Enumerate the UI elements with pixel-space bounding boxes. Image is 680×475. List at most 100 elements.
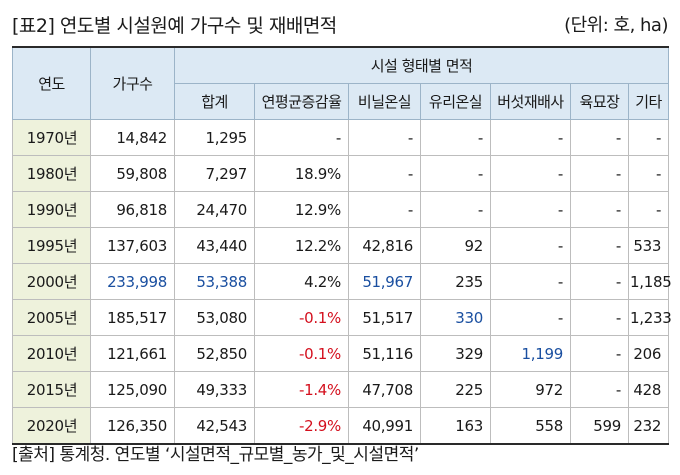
cell-mushroom: 972 (490, 371, 571, 408)
table-row: 1980년 59,808 7,297 18.9% - - - - - (12, 155, 670, 192)
table-row: 1970년 14,842 1,295- - - - - - (12, 119, 670, 156)
cell-vinyl: 51,116 (348, 335, 421, 372)
cell-seedling: 599 (570, 407, 629, 445)
cell-other: 1,185 (627, 263, 672, 300)
header-row-sub: 합계 연평균증감율 비닐온실 유리온실 버섯재배사 육묘장 기타 (13, 83, 670, 120)
table-title: [표2] 연도별 시설원예 가구수 및 재배면적 (12, 14, 337, 37)
cell-glass: 329 (420, 335, 491, 372)
cell-vinyl: - (348, 191, 421, 228)
table-row: 2000년 233,998 53,388 4.2% 51,967 235- -1,185 (12, 263, 672, 300)
cell-total: 49,333 (174, 371, 255, 408)
cell-mushroom: - (490, 227, 571, 264)
cell-total: 43,440 (174, 227, 255, 264)
header-other: 기타 (627, 83, 670, 120)
cell-rate: -1.4% (254, 371, 349, 408)
cell-rate: 12.9% (254, 191, 349, 228)
cell-rate: - (254, 119, 349, 156)
cell-rate: -0.1% (254, 335, 349, 372)
cell-rate: 4.2% (254, 263, 349, 300)
cell-seedling: - (570, 191, 629, 228)
cell-mushroom: - (490, 119, 571, 156)
cell-glass: - (420, 191, 491, 228)
cell-glass: - (420, 155, 491, 192)
table-row: 2005년 185,517 53,080 -0.1% 51,517 330- -1,233 (12, 299, 672, 336)
table-row: 1995년 137,603 43,440 12.2% 42,816 92- -533 (12, 227, 670, 264)
cell-mushroom: - (490, 263, 571, 300)
cell-households: 14,842 (90, 119, 175, 156)
cell-vinyl: 42,816 (348, 227, 421, 264)
header-total: 합계 (174, 83, 255, 120)
cell-year: 2010년 (12, 335, 91, 372)
cell-total: 7,297 (174, 155, 255, 192)
header-seedling: 육묘장 (570, 83, 629, 120)
cell-year: 2000년 (12, 263, 91, 300)
cell-other: 1,233 (627, 299, 672, 336)
cell-rate: 12.2% (254, 227, 349, 264)
cell-vinyl: - (348, 155, 421, 192)
table-row: 2020년 126,350 42,543 -2.9% 40,991 163 558 599 23… (12, 407, 670, 445)
cell-rate: -2.9% (254, 407, 349, 445)
header-row-group: 연도 가구수 시설 형태별 면적 (12, 46, 670, 120)
cell-seedling: - (570, 227, 629, 264)
cell-mushroom: 558 (490, 407, 571, 445)
cell-seedling: - (570, 263, 629, 300)
cell-households: 125,090 (90, 371, 175, 408)
cell-mushroom: - (490, 191, 571, 228)
table-row: 1990년 96,818 24,470 12.9% - - - - - (12, 191, 670, 228)
header-households: 가구수 (90, 46, 175, 120)
cell-year: 2020년 (12, 407, 91, 445)
cell-vinyl: 47,708 (348, 371, 421, 408)
cell-households: 126,350 (90, 407, 175, 445)
cell-households: 121,661 (90, 335, 175, 372)
cell-households: 137,603 (90, 227, 175, 264)
cell-rate: 18.9% (254, 155, 349, 192)
cell-vinyl: 51,517 (348, 299, 421, 336)
cell-total: 1,295 (174, 119, 255, 156)
cell-seedling: - (570, 299, 629, 336)
cell-seedling: - (570, 335, 629, 372)
cell-total: 24,470 (174, 191, 255, 228)
cell-other: - (627, 155, 670, 192)
header-year: 연도 (12, 46, 91, 120)
table-body: 1970년 14,842 1,295- - - - - -1980년 59,808 7,297 18… (12, 119, 672, 445)
header-rate: 연평균증감율 (254, 83, 349, 120)
cell-glass: 92 (420, 227, 491, 264)
cell-households: 96,818 (90, 191, 175, 228)
cell-year: 1995년 (12, 227, 91, 264)
cell-seedling: - (570, 119, 629, 156)
title-row: [표2] 연도별 시설원예 가구수 및 재배면적 (단위: 호, ha) (12, 8, 668, 40)
cell-mushroom: 1,199 (490, 335, 571, 372)
cell-glass: 163 (420, 407, 491, 445)
cell-glass: 225 (420, 371, 491, 408)
table-row: 2015년 125,090 49,333 -1.4% 47,708 225 972-428 (12, 371, 670, 408)
cell-year: 2005년 (12, 299, 91, 336)
cell-households: 59,808 (90, 155, 175, 192)
data-table: 연도 가구수 시설 형태별 면적 합계 연평균증감율 비닐온실 유리온실 버섯재… (12, 46, 672, 445)
cell-glass: 330 (420, 299, 491, 336)
cell-vinyl: 51,967 (348, 263, 421, 300)
source-note: [출처] 통계청. 연도별 ‘시설면적_규모별_농가_및_시설면적’ (12, 445, 419, 465)
cell-year: 1980년 (12, 155, 91, 192)
cell-total: 52,850 (174, 335, 255, 372)
cell-vinyl: - (348, 119, 421, 156)
cell-other: 206 (627, 335, 670, 372)
cell-total: 53,080 (174, 299, 255, 336)
cell-year: 2015년 (12, 371, 91, 408)
cell-glass: 235 (420, 263, 491, 300)
cell-seedling: - (570, 155, 629, 192)
cell-rate: -0.1% (254, 299, 349, 336)
cell-other: 428 (627, 371, 670, 408)
cell-mushroom: - (490, 155, 571, 192)
cell-total: 42,543 (174, 407, 255, 445)
table-row: 2010년 121,661 52,850 -0.1% 51,116 329 1,199-20… (12, 335, 670, 372)
cell-mushroom: - (490, 299, 571, 336)
cell-year: 1970년 (12, 119, 91, 156)
cell-other: - (627, 119, 670, 156)
cell-glass: - (420, 119, 491, 156)
cell-total: 53,388 (174, 263, 255, 300)
header-glass: 유리온실 (420, 83, 491, 120)
cell-households: 233,998 (90, 263, 175, 300)
cell-seedling: - (570, 371, 629, 408)
cell-other: 232 (627, 407, 670, 445)
header-vinyl: 비닐온실 (348, 83, 421, 120)
